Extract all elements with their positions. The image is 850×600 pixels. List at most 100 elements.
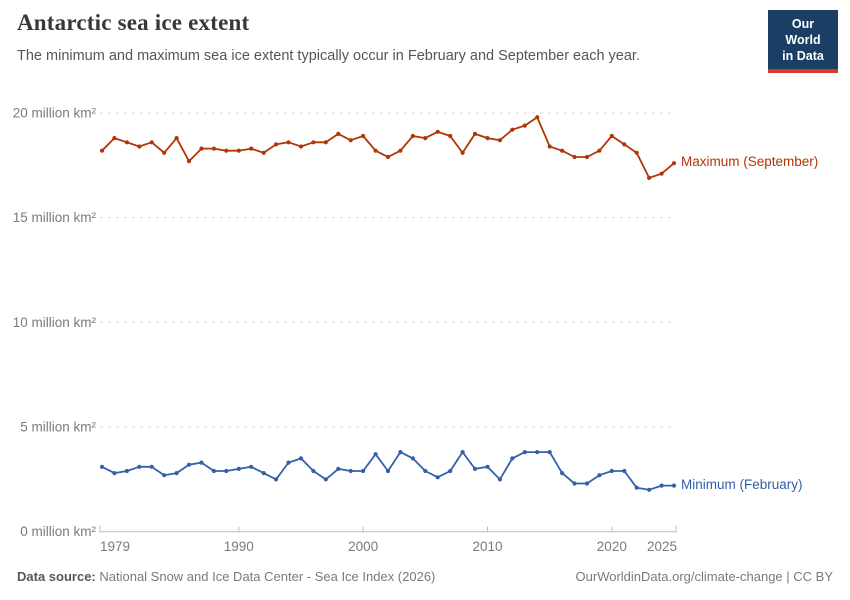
data-point-minimum-february-1995[interactable] — [298, 456, 304, 461]
data-point-minimum-february-1989[interactable] — [224, 468, 229, 474]
data-point-minimum-february-1986[interactable] — [186, 462, 192, 467]
data-point-minimum-february-2004[interactable] — [410, 456, 415, 461]
data-point-minimum-february-1987[interactable] — [199, 460, 204, 465]
data-point-maximum-september-1990[interactable] — [236, 148, 241, 153]
data-point-maximum-september-1986[interactable] — [186, 159, 192, 164]
data-point-maximum-september-2004[interactable] — [410, 133, 415, 139]
data-point-maximum-september-1998[interactable] — [336, 131, 341, 136]
data-point-maximum-september-1984[interactable] — [162, 150, 167, 155]
data-point-maximum-september-2018[interactable] — [584, 154, 590, 160]
data-point-minimum-february-1992[interactable] — [261, 471, 266, 476]
data-point-maximum-september-1980[interactable] — [112, 136, 117, 141]
data-point-maximum-september-2012[interactable] — [510, 127, 515, 132]
data-point-maximum-september-2015[interactable] — [547, 144, 552, 149]
data-point-minimum-february-1996[interactable] — [311, 468, 316, 474]
data-point-minimum-february-2006[interactable] — [435, 475, 440, 480]
data-point-minimum-february-1984[interactable] — [162, 473, 167, 478]
data-point-minimum-february-2000[interactable] — [361, 468, 366, 474]
data-point-minimum-february-1991[interactable] — [249, 464, 254, 469]
data-point-maximum-september-2007[interactable] — [448, 133, 453, 139]
series-label-maximum-september[interactable]: Maximum (September) — [681, 154, 819, 170]
data-point-maximum-september-2017[interactable] — [572, 154, 577, 160]
data-point-maximum-september-1994[interactable] — [286, 140, 291, 145]
data-point-minimum-february-1988[interactable] — [211, 468, 216, 474]
data-point-minimum-february-2011[interactable] — [497, 477, 502, 482]
data-point-maximum-september-1987[interactable] — [199, 146, 204, 151]
data-point-maximum-september-1989[interactable] — [224, 148, 229, 153]
data-point-minimum-february-2001[interactable] — [373, 452, 378, 457]
data-point-minimum-february-1997[interactable] — [323, 477, 328, 482]
data-point-maximum-september-2022[interactable] — [634, 150, 639, 155]
series-label-minimum-february[interactable]: Minimum (February) — [681, 476, 803, 492]
data-point-maximum-september-2010[interactable] — [485, 136, 490, 141]
data-point-minimum-february-2021[interactable] — [622, 468, 627, 474]
data-point-minimum-february-1993[interactable] — [274, 477, 279, 482]
data-point-minimum-february-2024[interactable] — [659, 483, 664, 488]
data-point-minimum-february-1980[interactable] — [112, 471, 117, 476]
data-point-maximum-september-2019[interactable] — [597, 148, 602, 153]
data-point-minimum-february-1981[interactable] — [124, 468, 129, 474]
data-point-maximum-september-2013[interactable] — [522, 123, 527, 128]
data-point-minimum-february-2012[interactable] — [510, 456, 515, 461]
data-point-maximum-september-2024[interactable] — [659, 171, 664, 176]
data-point-minimum-february-1983[interactable] — [149, 464, 154, 469]
data-point-minimum-february-2007[interactable] — [448, 468, 453, 474]
data-point-minimum-february-1994[interactable] — [286, 460, 291, 465]
data-point-minimum-february-2014[interactable] — [535, 450, 540, 455]
data-point-maximum-september-1995[interactable] — [298, 144, 304, 149]
data-point-maximum-september-1981[interactable] — [124, 140, 129, 145]
data-point-maximum-september-2002[interactable] — [385, 154, 391, 160]
data-point-minimum-february-2020[interactable] — [609, 468, 614, 474]
data-point-maximum-september-1983[interactable] — [149, 140, 154, 145]
data-point-maximum-september-2025[interactable] — [671, 161, 677, 166]
data-point-maximum-september-1993[interactable] — [274, 142, 279, 147]
data-point-minimum-february-2008[interactable] — [460, 450, 465, 455]
data-point-maximum-september-2014[interactable] — [535, 115, 540, 120]
data-point-maximum-september-1997[interactable] — [323, 140, 328, 145]
data-point-minimum-february-2016[interactable] — [560, 471, 565, 476]
data-point-maximum-september-1988[interactable] — [211, 146, 216, 151]
data-point-maximum-september-2020[interactable] — [609, 133, 614, 139]
data-point-maximum-september-2016[interactable] — [560, 148, 565, 153]
data-point-maximum-september-2005[interactable] — [423, 136, 428, 141]
data-point-maximum-september-1985[interactable] — [174, 136, 179, 141]
data-point-maximum-september-2008[interactable] — [460, 150, 465, 155]
data-point-minimum-february-2025[interactable] — [671, 483, 677, 488]
data-point-minimum-february-2023[interactable] — [647, 487, 652, 492]
data-point-minimum-february-1985[interactable] — [174, 471, 179, 476]
data-point-maximum-september-1999[interactable] — [348, 138, 353, 143]
data-point-minimum-february-2019[interactable] — [597, 473, 602, 478]
data-point-maximum-september-1996[interactable] — [311, 140, 316, 145]
owid-logo[interactable]: Our World in Data — [768, 10, 838, 73]
data-point-minimum-february-2003[interactable] — [398, 450, 403, 455]
data-point-minimum-february-2002[interactable] — [385, 468, 391, 474]
data-point-maximum-september-2006[interactable] — [435, 129, 440, 134]
attribution-link[interactable]: OurWorldinData.org/climate-change | CC B… — [575, 569, 833, 584]
data-point-maximum-september-1979[interactable] — [99, 148, 105, 153]
data-point-minimum-february-2022[interactable] — [634, 485, 639, 490]
data-point-minimum-february-2018[interactable] — [584, 481, 590, 486]
data-point-minimum-february-2009[interactable] — [472, 466, 478, 471]
data-point-maximum-september-1991[interactable] — [249, 146, 254, 151]
data-point-minimum-february-1999[interactable] — [348, 468, 353, 474]
data-point-maximum-september-2011[interactable] — [497, 138, 502, 143]
data-point-maximum-september-2009[interactable] — [472, 131, 478, 136]
data-point-maximum-september-2000[interactable] — [361, 133, 366, 139]
data-point-minimum-february-1982[interactable] — [137, 464, 142, 469]
data-point-minimum-february-1998[interactable] — [336, 466, 341, 471]
data-point-minimum-february-1990[interactable] — [236, 466, 241, 471]
data-point-maximum-september-2023[interactable] — [647, 175, 652, 180]
data-point-minimum-february-2017[interactable] — [572, 481, 577, 486]
data-point-minimum-february-1979[interactable] — [99, 464, 105, 469]
data-point-maximum-september-1982[interactable] — [137, 144, 142, 149]
data-point-minimum-february-2005[interactable] — [423, 468, 428, 474]
data-point-maximum-september-2021[interactable] — [622, 142, 627, 147]
data-point-maximum-september-2001[interactable] — [373, 148, 378, 153]
data-point-minimum-february-2013[interactable] — [522, 450, 527, 455]
data-point-maximum-september-1992[interactable] — [261, 150, 266, 155]
data-point-minimum-february-2015[interactable] — [547, 450, 552, 455]
series-line-maximum-september[interactable] — [101, 116, 675, 179]
data-point-minimum-february-2010[interactable] — [485, 464, 490, 469]
data-point-maximum-september-2003[interactable] — [398, 148, 403, 153]
